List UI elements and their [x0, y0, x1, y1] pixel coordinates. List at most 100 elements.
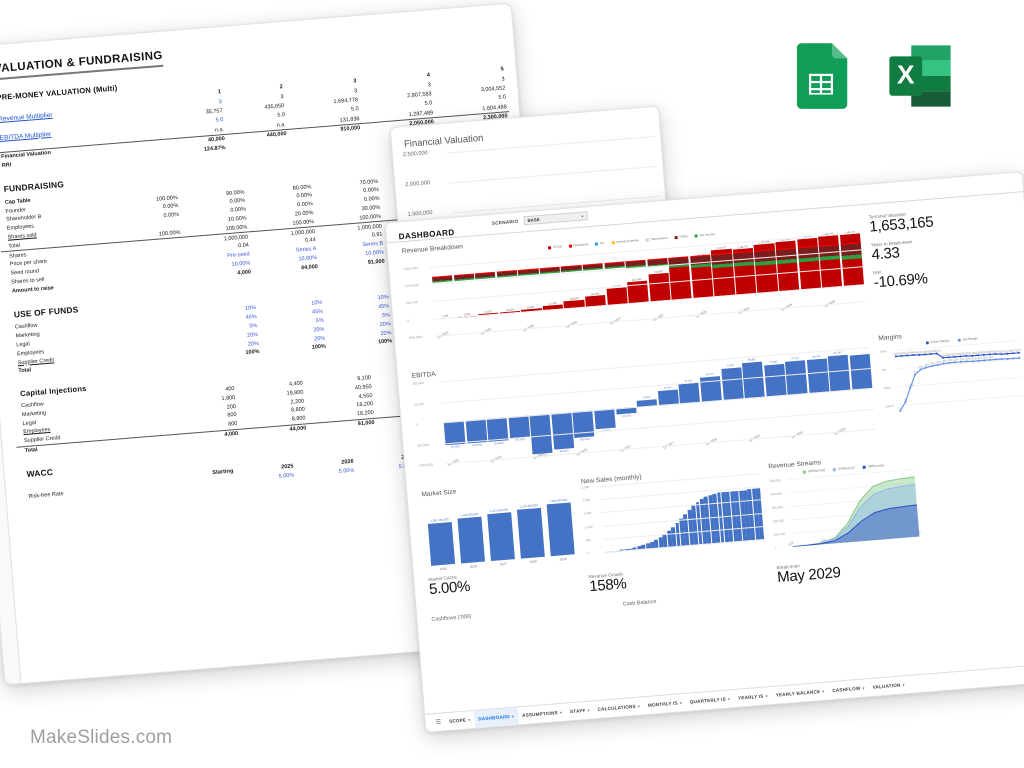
axis-tick: 1,000 — [584, 524, 593, 530]
margins-chart[interactable]: Gross Margin Net Margin 50% 0% -50% -100% 34… — [879, 333, 1024, 426]
sheet-tab-label: YEARLY IS — [737, 693, 764, 701]
sheet-tab-yearly-balance[interactable]: YEARLY BALANCE ▾ — [771, 682, 829, 705]
sheet-tab-label: MONTHLY IS — [647, 700, 678, 708]
sheet-tab-quarterly-is[interactable]: QUARTERLY IS ▾ — [685, 690, 735, 712]
all-sheets-icon[interactable]: ☰ — [435, 719, 442, 726]
microsoft-excel-icon[interactable]: X — [884, 41, 956, 111]
legend-label: OPEX — [679, 234, 689, 239]
bar-label: 294,605 — [590, 291, 600, 297]
x-tick: 2028 — [529, 559, 537, 564]
scenario-dropdown[interactable]: BASE ▾ — [523, 211, 588, 226]
bar-label: 40,661 — [527, 305, 536, 310]
sheet-tab-label: SCOPE — [448, 717, 467, 724]
svg-text:34%: 34% — [905, 351, 912, 356]
chevron-down-icon[interactable]: ▾ — [862, 685, 865, 691]
revenue-streams-chart[interactable]: 500,000 400,000 300,000 200,000 100,000 0 1/25… — [769, 466, 925, 564]
axis-tick: 1,500,000 — [403, 265, 418, 272]
chevron-down-icon[interactable]: ▾ — [587, 707, 590, 713]
bar[interactable]: 1,104,400,000 2026 — [457, 512, 486, 569]
google-sheets-icon[interactable] — [786, 41, 856, 111]
svg-text:1/29: 1/29 — [914, 530, 922, 537]
bar-label: 111,583 — [547, 301, 558, 306]
axis-tick: 2,000,000 — [405, 180, 431, 189]
bar[interactable]: 1,282,600,000 2029 — [546, 498, 576, 563]
new-sales-chart[interactable]: 2,500 2,000 1,500 1,000 500 0 — [581, 473, 767, 573]
svg-text:-7%: -7% — [913, 370, 919, 374]
bar[interactable]: 1,220,400,000 2028 — [516, 503, 545, 565]
svg-text:-4%: -4% — [976, 356, 982, 360]
sheet-tab-dashboard[interactable]: DASHBOARD ▾ — [473, 706, 519, 729]
axis-tick: (500,000) — [408, 334, 423, 340]
bar-label: 59,713 — [705, 372, 714, 376]
bar-label: 1,310,577 — [715, 246, 727, 251]
svg-text:19%: 19% — [987, 350, 994, 355]
svg-text:50%: 50% — [880, 349, 887, 354]
chevron-down-icon[interactable]: ▾ — [559, 709, 563, 715]
chevron-down-icon[interactable]: ▾ — [765, 693, 768, 699]
axis-tick: 100,000 — [412, 380, 425, 386]
svg-text:20%: 20% — [941, 353, 948, 358]
svg-text:17%: 17% — [999, 349, 1006, 354]
axis-tick: 1,500 — [583, 511, 592, 516]
chevron-down-icon[interactable]: ▾ — [637, 703, 641, 709]
svg-text:0%: 0% — [882, 368, 887, 372]
bar-label: 776,929 — [653, 269, 663, 275]
legend-label: DRRsum(S) — [807, 467, 826, 474]
sheet-tab-label: CASHFLOW — [832, 685, 861, 694]
x-tick: 2025 — [439, 566, 448, 572]
svg-text:400,000: 400,000 — [770, 492, 782, 497]
svg-text:-3%: -3% — [959, 357, 965, 361]
sheet-tab-bar[interactable]: ☰ SCOPE ▾ DASHBOARD ▾ ASSUMPTIONS ▾ STAFF ▾ CALC… — [425, 662, 1024, 732]
bar-label: 80,229 — [812, 355, 821, 359]
svg-text:-4%: -4% — [941, 359, 947, 363]
svg-text:34%: 34% — [899, 351, 906, 356]
svg-text:1/27: 1/27 — [851, 535, 859, 542]
svg-text:19%: 19% — [993, 349, 1000, 354]
sheet-tab-monthly-is[interactable]: MONTHLY IS ▾ — [643, 693, 686, 714]
chevron-down-icon[interactable]: ▾ — [679, 700, 683, 706]
sheet-tab-scope[interactable]: SCOPE ▾ — [444, 710, 475, 730]
ebitda-plot: (57,187) (56,556) (54,886) (50,752) (94,235)… — [412, 347, 878, 467]
svg-text:-4%: -4% — [970, 357, 976, 361]
bar[interactable]: 1,051,200,000 2025 — [427, 517, 456, 572]
scenario-control[interactable]: SCENARIO BASE ▾ — [492, 211, 588, 228]
market-size-chart[interactable]: 1,051,200,000 2025 1,104,400,000 2026 1,161,… — [422, 488, 579, 572]
bar-label: 79,744 — [791, 357, 799, 361]
new-sales-plot: 2,500 2,000 1,500 1,000 500 0 — [581, 473, 766, 555]
svg-text:1/28: 1/28 — [882, 533, 890, 540]
svg-text:34%: 34% — [894, 352, 901, 357]
chevron-down-icon[interactable]: ▾ — [902, 682, 905, 688]
svg-text:19%: 19% — [982, 350, 989, 355]
svg-text:-5%: -5% — [988, 355, 994, 359]
axis-tick: 50,000 — [414, 401, 425, 407]
svg-text:20%: 20% — [946, 352, 953, 357]
chevron-down-icon[interactable]: ▾ — [467, 717, 471, 723]
svg-text:-5%: -5% — [924, 363, 930, 367]
bar-label: 195,894 — [569, 296, 579, 302]
bar-label: (13,442) — [621, 413, 632, 418]
sheet-tab-label: ASSUMPTIONS — [521, 710, 559, 719]
chevron-down-icon[interactable]: ▾ — [727, 696, 731, 702]
kpi-years-to-break-even: Years to Break-even 4.33 — [871, 231, 1018, 263]
dashboard-body: Revenue Breakdown COGS Dismissals Tax In… — [387, 192, 1024, 624]
sheet-tab-staff[interactable]: STAFF ▾ — [565, 701, 594, 721]
sheet-tab-assumptions[interactable]: ASSUMPTIONS ▾ — [517, 703, 566, 725]
bar-label: (54,886) — [493, 441, 504, 445]
scenario-value: BASE — [527, 217, 540, 224]
bar[interactable]: 1,161,500,000 2027 — [487, 508, 515, 567]
svg-text:-%: -% — [898, 406, 902, 410]
sheet-tab-yearly-is[interactable]: YEARLY IS ▾ — [733, 686, 772, 707]
dashboard-card[interactable]: DASHBOARD SCENARIO BASE ▾ Revenue Breakd… — [384, 171, 1024, 733]
bar-label: 13,844 — [642, 396, 651, 400]
sheet-tab-cashflow[interactable]: CASHFLOW ▾ — [828, 679, 870, 700]
chevron-down-icon[interactable]: ▾ — [511, 713, 515, 719]
area-band — [792, 504, 920, 547]
margins-line — [895, 352, 1020, 359]
sheet-tab-calculations[interactable]: CALCULATIONS ▾ — [593, 697, 645, 719]
sheet-tab-valuation[interactable]: VALUATION ▾ — [868, 675, 909, 696]
chevron-down-icon[interactable]: ▾ — [822, 688, 825, 694]
x-tick: 2026 — [469, 564, 478, 569]
svg-text:-100%: -100% — [885, 404, 895, 409]
svg-text:1/26: 1/26 — [819, 538, 827, 545]
bar-label: 34,911 — [663, 385, 672, 390]
